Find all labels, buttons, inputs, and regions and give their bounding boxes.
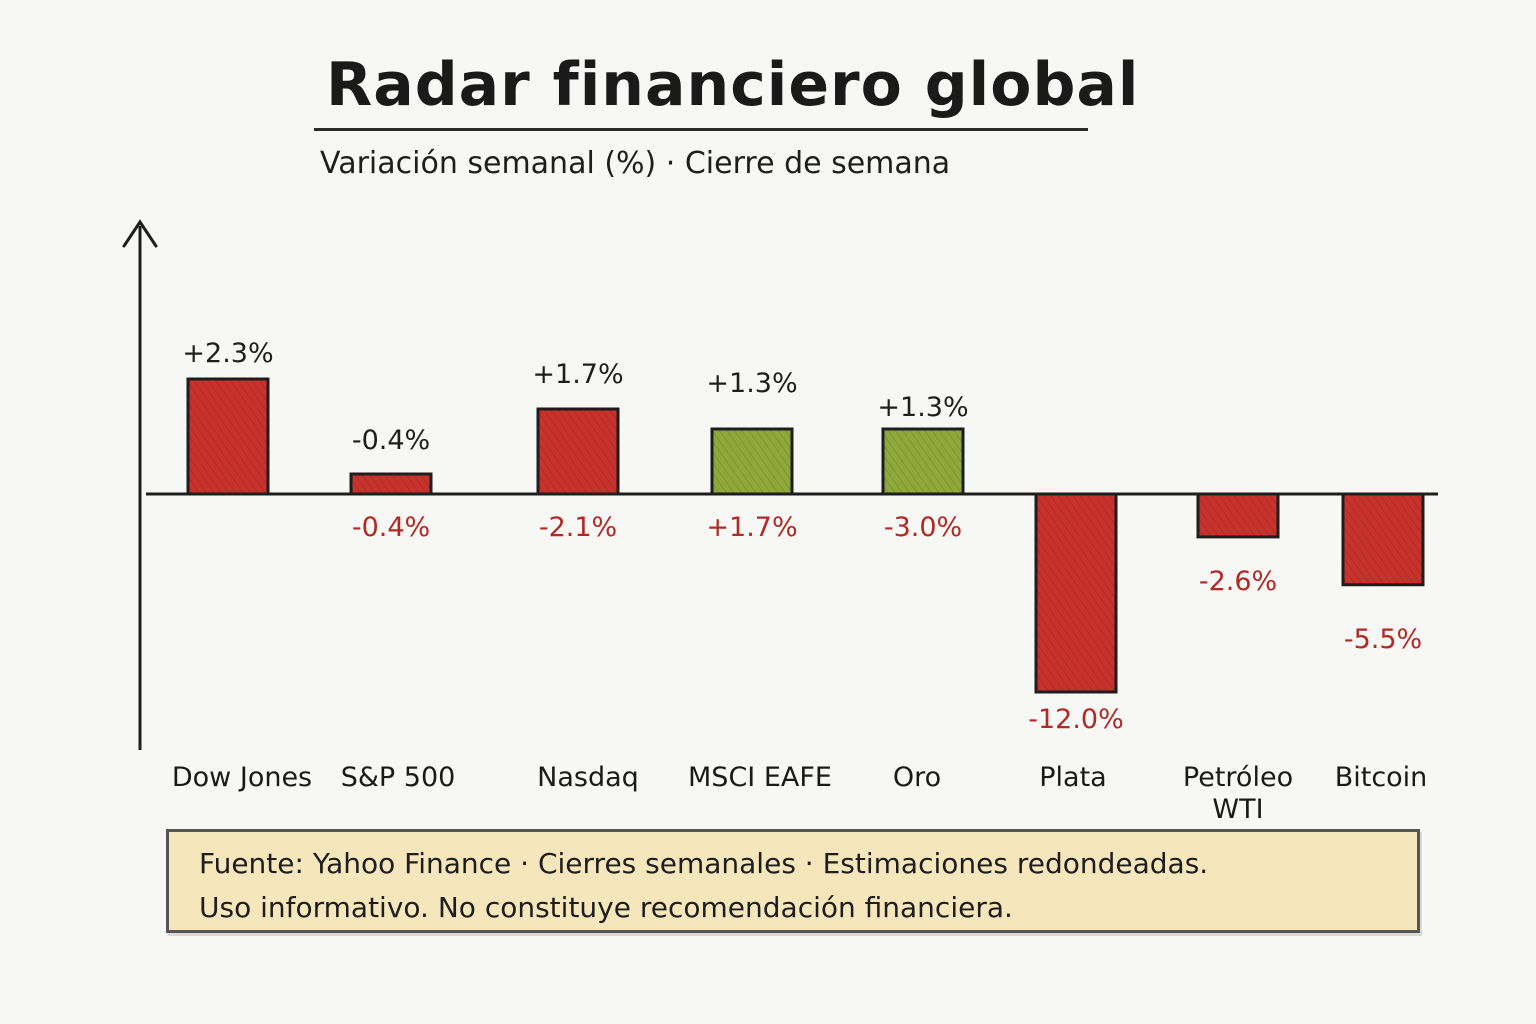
category-label-4: Oro <box>893 762 941 793</box>
bar-texture-5 <box>1036 494 1116 692</box>
bar-texture-1 <box>351 474 431 494</box>
bar-texture-0 <box>188 379 268 494</box>
value-label-top-3: +1.3% <box>706 368 797 399</box>
value-label-bottom-4: -3.0% <box>884 512 962 543</box>
category-label-5: Plata <box>1039 762 1106 793</box>
value-label-bottom-2: -2.1% <box>539 512 617 543</box>
bar-texture-7 <box>1343 494 1423 585</box>
value-label-bottom-7: -5.5% <box>1344 624 1422 655</box>
value-label-top-2: +1.7% <box>532 359 623 390</box>
footnote-box: Fuente: Yahoo Finance · Cierres semanale… <box>166 829 1420 933</box>
value-label-top-4: +1.3% <box>877 392 968 423</box>
category-label-3: MSCI EAFE <box>688 762 832 793</box>
value-label-bottom-1: -0.4% <box>352 512 430 543</box>
category-label-1: S&P 500 <box>341 762 456 793</box>
y-axis-arrow <box>122 219 158 248</box>
category-label-2: Nasdaq <box>537 762 639 793</box>
category-label-6: Petróleo WTI <box>1183 762 1293 825</box>
bar-texture-4 <box>883 429 963 494</box>
value-label-bottom-3: +1.7% <box>706 512 797 543</box>
chart-title: Radar financiero global <box>326 50 1140 120</box>
value-label-top-0: +2.3% <box>182 338 273 369</box>
bar-texture-6 <box>1198 494 1278 537</box>
category-label-7: Bitcoin <box>1335 762 1428 793</box>
title-underline <box>314 128 1088 131</box>
value-label-bottom-6: -2.6% <box>1199 566 1277 597</box>
value-label-bottom-5: -12.0% <box>1028 704 1124 735</box>
value-label-top-1: -0.4% <box>352 425 430 456</box>
bar-texture-3 <box>712 429 792 494</box>
footnote-disclaimer: Uso informativo. No constituye recomenda… <box>199 891 1013 924</box>
chart-subtitle: Variación semanal (%) · Cierre de semana <box>320 146 951 181</box>
footnote-source: Fuente: Yahoo Finance · Cierres semanale… <box>199 847 1209 880</box>
bar-texture-2 <box>538 409 618 494</box>
category-label-0: Dow Jones <box>172 762 312 793</box>
